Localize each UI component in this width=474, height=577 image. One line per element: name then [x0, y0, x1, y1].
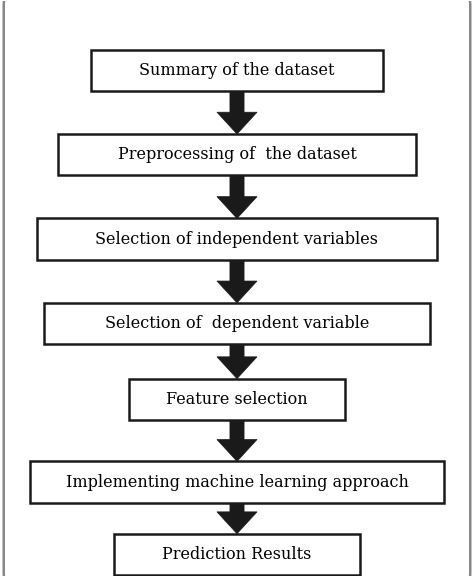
FancyBboxPatch shape	[115, 534, 359, 575]
Text: Selection of independent variables: Selection of independent variables	[95, 231, 379, 248]
Polygon shape	[217, 260, 257, 303]
FancyBboxPatch shape	[4, 0, 470, 577]
FancyBboxPatch shape	[30, 462, 444, 503]
FancyBboxPatch shape	[58, 134, 416, 175]
Polygon shape	[217, 344, 257, 379]
Text: Implementing machine learning approach: Implementing machine learning approach	[65, 474, 409, 490]
Text: Summary of the dataset: Summary of the dataset	[139, 62, 335, 79]
Polygon shape	[217, 91, 257, 134]
Polygon shape	[217, 175, 257, 219]
Polygon shape	[217, 503, 257, 534]
Text: Selection of  dependent variable: Selection of dependent variable	[105, 315, 369, 332]
Text: Preprocessing of  the dataset: Preprocessing of the dataset	[118, 146, 356, 163]
FancyBboxPatch shape	[36, 219, 438, 260]
Polygon shape	[217, 420, 257, 462]
FancyBboxPatch shape	[128, 379, 346, 420]
FancyBboxPatch shape	[44, 303, 430, 344]
FancyBboxPatch shape	[91, 50, 383, 91]
Text: Feature selection: Feature selection	[166, 391, 308, 408]
Text: Prediction Results: Prediction Results	[162, 546, 312, 563]
